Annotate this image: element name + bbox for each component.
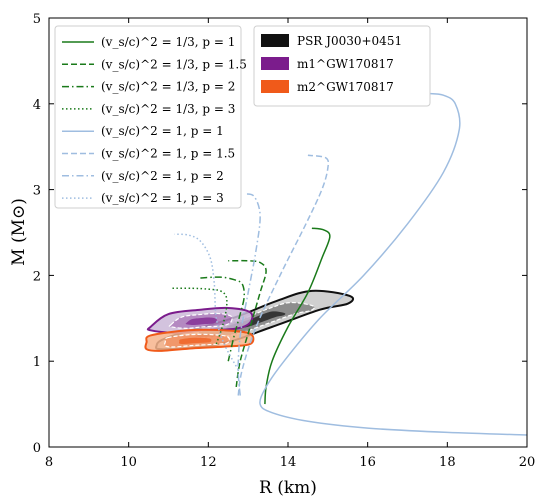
legend-right-label-1: m1^GW170817 [297, 57, 394, 71]
series-0-line [264, 227, 331, 405]
y-tick-label-2: 2 [33, 269, 41, 284]
legend-right-label-2: m2^GW170817 [297, 80, 394, 94]
series-1-line [228, 259, 267, 388]
series-3-line [172, 287, 228, 345]
legend-left-label-3: (v_s/c)^2 = 1/3, p = 3 [101, 102, 235, 116]
legend-left-label-6: (v_s/c)^2 = 1, p = 2 [101, 169, 224, 183]
x-tick-label-4: 16 [359, 455, 376, 470]
x-tick-label-2: 12 [200, 455, 217, 470]
y-tick-label-0: 0 [33, 441, 41, 456]
legend-left-label-2: (v_s/c)^2 = 1/3, p = 2 [101, 80, 235, 94]
region-1-core [185, 317, 217, 325]
legend-left-box [54, 25, 242, 209]
y-tick-label-5: 5 [33, 12, 41, 27]
legend-left-label-4: (v_s/c)^2 = 1, p = 1 [101, 124, 224, 138]
y-tick-label-3: 3 [33, 184, 41, 199]
x-tick-label-5: 18 [439, 455, 456, 470]
x-tick-label-1: 10 [120, 455, 137, 470]
regions-layer [144, 289, 355, 352]
y-tick-label-1: 1 [33, 355, 41, 370]
series-6-line [237, 193, 261, 396]
legend-right-swatch-1 [261, 57, 289, 70]
series-4-line [259, 92, 528, 436]
y-axis-title: M (M⊙) [9, 198, 29, 266]
x-tick-label-6: 20 [519, 455, 536, 470]
legend-left: (v_s/c)^2 = 1/3, p = 1 (v_s/c)^2 = 1/3, p… [54, 25, 247, 209]
series-7-line [174, 233, 239, 371]
x-tick-label-0: 8 [45, 455, 53, 470]
legend-left-label-1: (v_s/c)^2 = 1/3, p = 1.5 [101, 57, 247, 71]
series-5-line [237, 154, 330, 396]
legend-left-label-7: (v_s/c)^2 = 1, p = 3 [101, 191, 224, 205]
region-2-core [178, 337, 212, 345]
x-axis-title: R (km) [259, 478, 317, 498]
series-layer [172, 92, 528, 436]
x-tick-label-3: 14 [280, 455, 297, 470]
legend-right: PSR J0030+0451 m1^GW170817 m2^GW170817 [253, 25, 431, 107]
legend-left-label-0: (v_s/c)^2 = 1/3, p = 1 [101, 35, 235, 49]
series-2-line [200, 276, 246, 362]
legend-left-label-5: (v_s/c)^2 = 1, p = 1.5 [101, 147, 235, 161]
legend-right-box [253, 25, 431, 107]
legend-right-swatch-0 [261, 34, 289, 47]
legend-right-label-0: PSR J0030+0451 [297, 34, 402, 48]
y-tick-label-4: 4 [33, 98, 41, 113]
legend-right-swatch-2 [261, 80, 289, 93]
